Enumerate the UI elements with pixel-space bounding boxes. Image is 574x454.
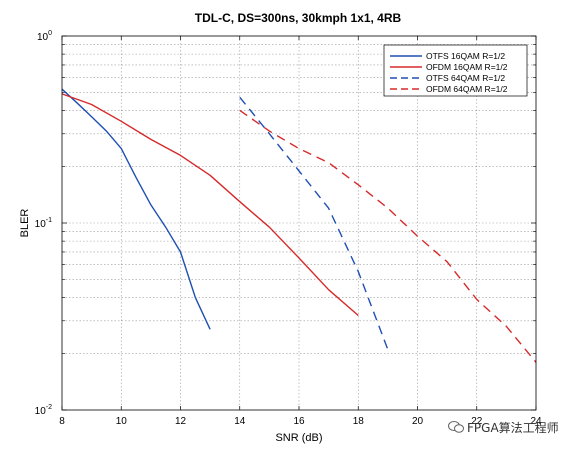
y-tick-labels: 100 10-1 10-2 bbox=[35, 30, 52, 417]
watermark-text: FPGA算法工程师 bbox=[467, 421, 559, 435]
x-tick-label: 18 bbox=[353, 416, 365, 427]
x-tick-label: 20 bbox=[412, 416, 424, 427]
axis-ticks bbox=[61, 35, 537, 411]
series-line-4 bbox=[239, 109, 537, 363]
y-tick-label: 10-1 bbox=[35, 217, 52, 230]
legend-label-3: OTFS 64QAM R=1/2 bbox=[426, 73, 505, 83]
legend-label-1: OTFS 16QAM R=1/2 bbox=[426, 51, 505, 61]
x-tick-label: 24 bbox=[530, 416, 542, 427]
chart-title: TDL-C, DS=300ns, 30kmph 1x1, 4RB bbox=[195, 11, 402, 25]
x-tick-labels: 8 10 12 14 16 18 20 22 24 bbox=[59, 416, 542, 427]
x-tick-label: 16 bbox=[293, 416, 305, 427]
x-tick-label: 10 bbox=[116, 416, 128, 427]
legend-label-4: OFDM 64QAM R=1/2 bbox=[426, 84, 508, 94]
x-axis-label: SNR (dB) bbox=[275, 432, 322, 444]
series-line-3 bbox=[239, 96, 389, 350]
series-line-1 bbox=[61, 88, 211, 330]
wechat-icon bbox=[448, 421, 464, 433]
series-line-2 bbox=[61, 93, 359, 317]
y-tick-label: 100 bbox=[37, 30, 52, 43]
legend-label-2: OFDM 16QAM R=1/2 bbox=[426, 62, 508, 72]
x-tick-label: 14 bbox=[234, 416, 246, 427]
series-layer bbox=[61, 88, 537, 363]
legend-box bbox=[383, 44, 528, 97]
x-tick-label: 22 bbox=[471, 416, 483, 427]
x-tick-label: 12 bbox=[175, 416, 187, 427]
x-tick-label: 8 bbox=[59, 416, 65, 427]
watermark: FPGA算法工程师 bbox=[448, 419, 559, 436]
grid-lines bbox=[62, 36, 536, 410]
y-axis-label: BLER bbox=[19, 209, 31, 238]
y-tick-label: 10-2 bbox=[35, 404, 52, 417]
